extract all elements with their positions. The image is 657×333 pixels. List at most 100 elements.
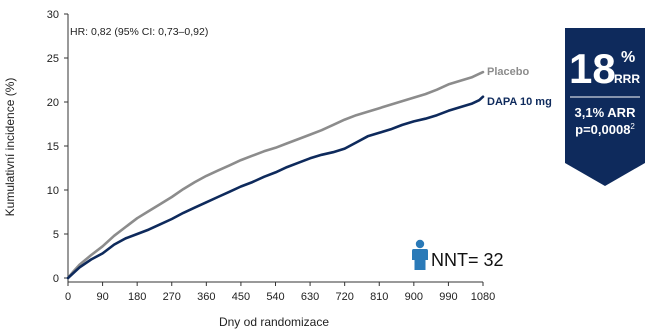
x-axis-title: Dny od randomizace <box>219 315 329 329</box>
series-point-1 <box>320 153 323 156</box>
x-tick-label: 450 <box>232 291 250 303</box>
series-group <box>66 70 485 280</box>
badge-p-superscript: 2 <box>630 122 635 131</box>
y-axis-ticks: 0 5 10 15 20 25 30 <box>47 9 68 285</box>
hr-annotation: HR: 0,82 (95% CI: 0,73–0,92) <box>70 26 208 38</box>
series-point-0 <box>401 100 404 103</box>
y-axis-title: Kumulativní incidence (%) <box>3 78 17 217</box>
series-point-1 <box>159 223 162 226</box>
series-point-0 <box>193 181 196 183</box>
series-point-1 <box>274 171 277 174</box>
x-axis-ticks: 0 90 180 270 360 450 540 630 720 810 900 990 1080 <box>65 282 495 303</box>
series-point-0 <box>216 169 219 172</box>
series-point-1 <box>136 233 139 235</box>
series-point-0 <box>332 123 335 126</box>
series-point-0 <box>389 103 392 106</box>
nnt-text: NNT= 32 <box>431 250 504 270</box>
series-point-0 <box>366 110 369 113</box>
series-point-1 <box>170 218 173 220</box>
series-point-0 <box>182 188 185 191</box>
series-point-1 <box>147 228 150 231</box>
series-point-1 <box>228 190 231 193</box>
series-point-1 <box>309 157 311 160</box>
x-tick-label: 540 <box>266 291 284 303</box>
series-point-1 <box>447 109 450 112</box>
series-point-1 <box>67 277 69 279</box>
series-label-dapa: DAPA 10 mg <box>487 96 552 108</box>
y-tick-label: 25 <box>47 53 59 65</box>
series-point-0 <box>136 217 139 220</box>
nnt-annotation: NNT= 32 <box>412 239 504 270</box>
x-tick-label: 720 <box>335 291 353 303</box>
badge-rrr: RRR <box>614 72 640 86</box>
series-point-0 <box>147 210 150 213</box>
series-point-1 <box>286 166 288 169</box>
badge-arr: 3,1% ARR <box>575 105 637 120</box>
series-point-0 <box>251 154 254 157</box>
x-tick-label: 0 <box>65 291 71 303</box>
series-point-0 <box>240 159 242 161</box>
series-point-1 <box>459 106 461 109</box>
series-label-placebo: Placebo <box>487 66 529 78</box>
series-point-1 <box>101 252 104 255</box>
x-tick-label: 90 <box>96 291 108 303</box>
series-point-0 <box>78 263 81 266</box>
person-icon <box>412 239 428 270</box>
series-point-1 <box>205 201 208 204</box>
series-point-0 <box>478 72 481 75</box>
rrr-badge: 18 % RRR 3,1% ARR p=0,00082 <box>565 28 645 186</box>
series-point-0 <box>424 93 427 95</box>
series-point-0 <box>378 107 381 110</box>
y-tick-label: 20 <box>47 97 59 109</box>
series-point-1 <box>90 258 92 261</box>
y-tick-label: 0 <box>53 273 59 285</box>
series-point-1 <box>124 237 127 240</box>
series-point-0 <box>113 234 116 237</box>
series-point-1 <box>435 114 438 117</box>
y-tick-label: 30 <box>47 9 59 21</box>
series-point-0 <box>124 226 127 228</box>
series-point-1 <box>216 196 219 198</box>
x-tick-label: 360 <box>197 291 215 303</box>
series-point-0 <box>309 133 311 136</box>
series-point-0 <box>297 138 300 140</box>
series-point-1 <box>478 99 481 102</box>
badge-shield-shape <box>565 28 645 186</box>
series-point-1 <box>72 271 75 274</box>
series-point-0 <box>263 150 265 153</box>
series-point-1 <box>355 141 358 144</box>
series-point-1 <box>366 135 369 138</box>
series-point-1 <box>378 131 381 134</box>
series-point-0 <box>355 114 358 117</box>
x-tick-label: 1080 <box>471 291 495 303</box>
series-point-0 <box>228 164 231 167</box>
series-point-1 <box>343 147 346 150</box>
x-tick-label: 810 <box>370 291 388 303</box>
series-point-1 <box>78 266 81 269</box>
series-point-1 <box>482 95 484 98</box>
series-point-0 <box>482 71 484 73</box>
series-point-0 <box>159 203 162 205</box>
series-point-1 <box>332 151 335 154</box>
series-point-0 <box>447 83 450 86</box>
series-point-1 <box>297 161 300 164</box>
series-point-0 <box>170 196 173 198</box>
series-point-0 <box>320 129 323 132</box>
y-tick-label: 15 <box>47 141 59 153</box>
x-tick-label: 180 <box>128 291 146 303</box>
series-point-0 <box>286 142 288 145</box>
series-point-1 <box>389 128 392 131</box>
series-point-0 <box>205 175 208 177</box>
x-tick-label: 900 <box>405 291 423 303</box>
badge-p-value: p=0,00082 <box>575 122 635 137</box>
x-tick-label: 270 <box>163 291 181 303</box>
series-point-0 <box>90 254 92 257</box>
series-point-0 <box>274 146 277 149</box>
y-tick-label: 10 <box>47 185 59 197</box>
series-point-0 <box>435 88 438 91</box>
badge-big-number: 18 <box>569 45 616 92</box>
series-point-1 <box>113 243 116 246</box>
series-point-1 <box>401 123 404 126</box>
series-point-1 <box>193 206 196 209</box>
